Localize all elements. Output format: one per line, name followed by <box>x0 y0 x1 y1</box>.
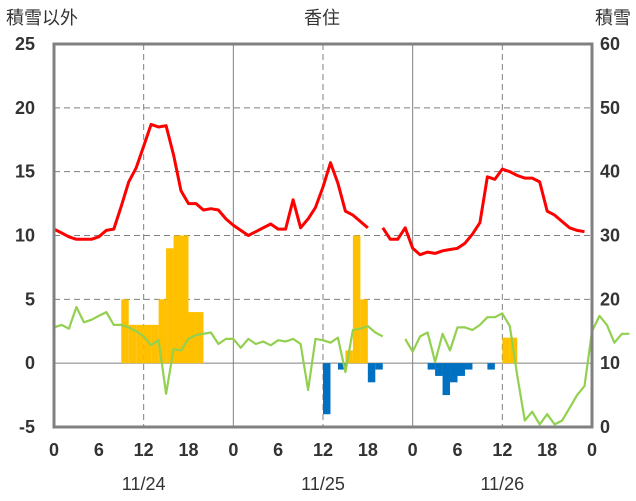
x-tick-label: 0 <box>587 440 597 460</box>
right-tick-label: 30 <box>600 226 620 246</box>
x-tick-label: 6 <box>273 440 283 460</box>
x-tick-label: 0 <box>49 440 59 460</box>
frame-border <box>52 42 594 429</box>
bar <box>464 363 473 370</box>
right-tick-label: 60 <box>600 34 620 54</box>
bar <box>143 324 152 364</box>
right-tick-label: 10 <box>600 353 620 373</box>
bar <box>121 299 129 364</box>
bar <box>367 363 376 383</box>
plot-frame <box>52 42 594 429</box>
bar <box>442 363 451 396</box>
bar <box>181 235 189 364</box>
x-tick-label: 0 <box>228 440 238 460</box>
series-line-temperature <box>381 167 585 257</box>
left-tick-label: 25 <box>15 34 35 54</box>
bar <box>352 235 361 364</box>
line-layer <box>53 122 630 429</box>
bar <box>195 312 204 364</box>
bar <box>360 299 368 364</box>
bar <box>435 363 443 376</box>
bar <box>375 363 383 370</box>
date-label: 11/24 <box>122 474 166 494</box>
left-tick-label: 0 <box>25 353 35 373</box>
right-axis-label: 積雪 <box>595 8 631 29</box>
bar <box>158 299 167 364</box>
right-tick-label: 40 <box>600 162 620 182</box>
x-tick-label: 12 <box>492 440 512 460</box>
x-tick-label: 6 <box>452 440 462 460</box>
date-label: 11/26 <box>480 474 524 494</box>
bar <box>136 324 144 364</box>
x-tick-label: 12 <box>134 440 154 460</box>
left-axis-label: 積雪以外 <box>6 8 78 29</box>
x-tick-label: 0 <box>408 440 418 460</box>
series-line-temperature <box>53 122 369 241</box>
date-label: 11/25 <box>301 474 345 494</box>
right-tick-label: 50 <box>600 98 620 118</box>
x-tick-label: 18 <box>358 440 378 460</box>
bar <box>450 363 458 383</box>
bar <box>502 337 510 364</box>
right-tick-label: 0 <box>600 417 610 437</box>
bar <box>323 363 331 415</box>
x-tick-label: 12 <box>313 440 333 460</box>
bar <box>173 235 182 364</box>
chart-title: 香住 <box>304 8 340 29</box>
bar-layer <box>121 235 518 415</box>
series-line-green_line <box>53 305 384 395</box>
right-tick-label: 20 <box>600 289 620 309</box>
left-tick-label: 10 <box>15 226 35 246</box>
bar <box>487 363 495 370</box>
x-tick-label: 18 <box>178 440 198 460</box>
x-tick-label: 18 <box>537 440 557 460</box>
left-tick-label: 5 <box>25 289 35 309</box>
x-axis: 0 6 12 18 0 6 12 18 0 6 12 18 0 11/24 11/25 11/26 <box>49 440 597 494</box>
bar <box>337 363 346 370</box>
left-tick-label: -5 <box>19 417 35 437</box>
left-tick-label: 15 <box>15 162 35 182</box>
bar <box>427 363 436 370</box>
bar <box>166 248 174 364</box>
left-y-axis: 25 20 15 10 5 0 -5 <box>15 34 35 437</box>
left-tick-label: 20 <box>15 98 35 118</box>
right-y-axis: 60 50 40 30 20 10 0 <box>600 34 620 437</box>
bar <box>128 324 137 364</box>
bar <box>457 363 465 376</box>
x-tick-label: 6 <box>94 440 104 460</box>
